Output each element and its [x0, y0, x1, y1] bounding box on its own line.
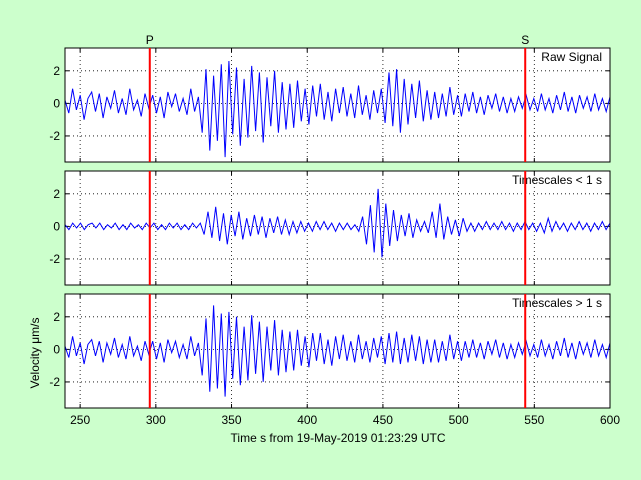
y-tick-label: -2 — [49, 252, 60, 266]
x-axis-tick-labels: 250 300 350 400 450 500 550 600 — [70, 413, 620, 427]
x-tick-label: 600 — [600, 413, 620, 427]
x-tick-label: 300 — [146, 413, 166, 427]
y-axis-label: Velocity μm/s — [28, 318, 42, 389]
panel-2: 2 0 -2 Timescales < 1 s — [49, 170, 611, 286]
y-tick-label: -2 — [49, 129, 60, 143]
x-tick-label: 250 — [70, 413, 90, 427]
y-tick-label: 2 — [53, 310, 60, 324]
signal-trace — [64, 60, 611, 158]
y-tick-label: 0 — [53, 219, 60, 233]
x-tick-label: 350 — [222, 413, 242, 427]
x-tick-label: 550 — [524, 413, 544, 427]
y-tick-label: -2 — [49, 375, 60, 389]
signal-trace — [64, 305, 611, 397]
axes-frame — [64, 47, 611, 163]
axes-frame — [64, 170, 611, 286]
phase-marker-label: P — [146, 33, 154, 47]
panel-3: 2 0 -2 Timescales > 1 s — [49, 293, 611, 409]
panel-title: Timescales > 1 s — [512, 296, 602, 310]
panels-layer: 2 0 -2 Raw Signal 2 0 -2 Timescales < 1 s 2 0 -2 Ti… — [49, 47, 611, 409]
phase-marker-label: S — [521, 33, 529, 47]
axes-frame — [64, 293, 611, 409]
x-tick-label: 400 — [297, 413, 317, 427]
x-tick-label: 500 — [449, 413, 469, 427]
y-tick-label: 2 — [53, 187, 60, 201]
y-tick-label: 2 — [53, 64, 60, 78]
x-axis-label: Time s from 19-May-2019 01:23:29 UTC — [231, 431, 446, 445]
panel-1: 2 0 -2 Raw Signal — [49, 47, 611, 163]
panel-title: Raw Signal — [541, 50, 602, 64]
signal-trace — [64, 188, 611, 258]
y-tick-label: 0 — [53, 96, 60, 110]
y-tick-label: 0 — [53, 342, 60, 356]
x-tick-label: 450 — [373, 413, 393, 427]
panel-title: Timescales < 1 s — [512, 173, 602, 187]
